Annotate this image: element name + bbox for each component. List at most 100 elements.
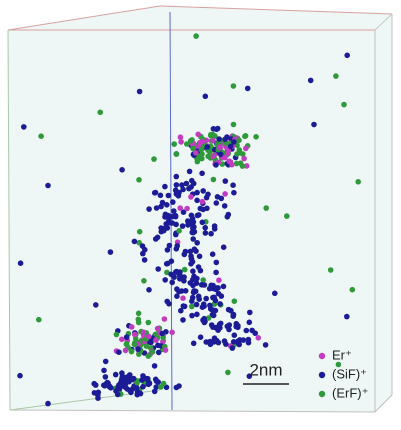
atom [196, 294, 202, 300]
atom [328, 267, 334, 273]
atom [236, 138, 242, 144]
atom [222, 155, 228, 161]
atom [200, 277, 206, 283]
atom [217, 322, 223, 328]
atom [226, 307, 232, 313]
atom [212, 223, 218, 229]
atom [198, 268, 204, 274]
atom [132, 332, 138, 338]
atom [231, 83, 237, 89]
atom [243, 146, 249, 152]
atom [188, 138, 194, 144]
atom [174, 385, 180, 391]
atom [188, 194, 194, 200]
atom [200, 317, 206, 323]
atom [255, 335, 261, 341]
atom [344, 314, 350, 320]
legend-marker [319, 353, 325, 359]
atom [203, 94, 209, 100]
atom [245, 86, 251, 92]
atom [263, 205, 269, 211]
atom [17, 373, 23, 379]
atom [45, 183, 51, 189]
atom [200, 188, 206, 194]
reconstruction-figure: 2nm Er⁺(SiF)⁺(ErF)⁺ [0, 0, 401, 430]
atom [191, 290, 197, 296]
atom [93, 302, 99, 308]
scale-bar-label: 2nm [249, 360, 282, 379]
atom [91, 381, 97, 387]
atom [183, 249, 189, 255]
atom [226, 327, 232, 333]
atom [350, 287, 356, 293]
atom [198, 334, 204, 340]
atom [238, 160, 244, 166]
atom [242, 134, 248, 140]
atom [215, 285, 221, 291]
atom [204, 206, 210, 212]
atom [194, 312, 200, 318]
atom [132, 239, 138, 245]
atom [134, 385, 140, 391]
atom [113, 372, 119, 378]
atom [146, 334, 152, 340]
atom [230, 182, 236, 188]
atom [124, 334, 130, 340]
atom [155, 326, 161, 332]
atom [146, 353, 152, 359]
atom [174, 174, 180, 180]
atom [162, 184, 168, 190]
atom [152, 389, 158, 395]
atom [202, 225, 208, 231]
atom [214, 260, 220, 266]
atom [355, 179, 361, 185]
atom [208, 231, 214, 237]
atom [263, 342, 269, 348]
atom [105, 381, 111, 387]
atom [174, 151, 180, 157]
atom [211, 177, 217, 183]
atom [225, 214, 231, 220]
atom [200, 199, 206, 205]
atom [213, 308, 219, 314]
atom [235, 325, 241, 331]
atom [36, 317, 42, 323]
atom [272, 291, 278, 297]
atom [101, 368, 107, 374]
atom [232, 298, 238, 304]
atom [174, 182, 180, 188]
atom [219, 293, 225, 299]
atom [185, 222, 191, 228]
atom [249, 328, 255, 334]
atom [189, 304, 195, 310]
atom [146, 320, 152, 326]
atom [166, 193, 172, 199]
legend-label: (SiF)⁺ [332, 366, 367, 381]
atom [155, 235, 161, 241]
atom [117, 386, 123, 392]
atom [141, 330, 147, 336]
atom [18, 260, 24, 266]
atom [163, 347, 169, 353]
atom [182, 267, 188, 273]
atom [194, 198, 200, 204]
atom [247, 320, 253, 326]
legend-label: Er⁺ [332, 347, 352, 362]
atom [188, 280, 194, 286]
atom [311, 122, 317, 128]
atom [193, 33, 199, 39]
atom [176, 228, 182, 234]
atom [159, 229, 165, 235]
atom [210, 132, 216, 138]
atom [195, 159, 201, 165]
atom [162, 277, 168, 283]
atom [213, 270, 219, 276]
atom [222, 191, 228, 197]
atom [129, 349, 135, 355]
atom [170, 199, 176, 205]
atom [180, 295, 186, 301]
atom [108, 249, 114, 255]
atom [210, 283, 216, 289]
atom [203, 296, 209, 302]
atom [161, 381, 167, 387]
